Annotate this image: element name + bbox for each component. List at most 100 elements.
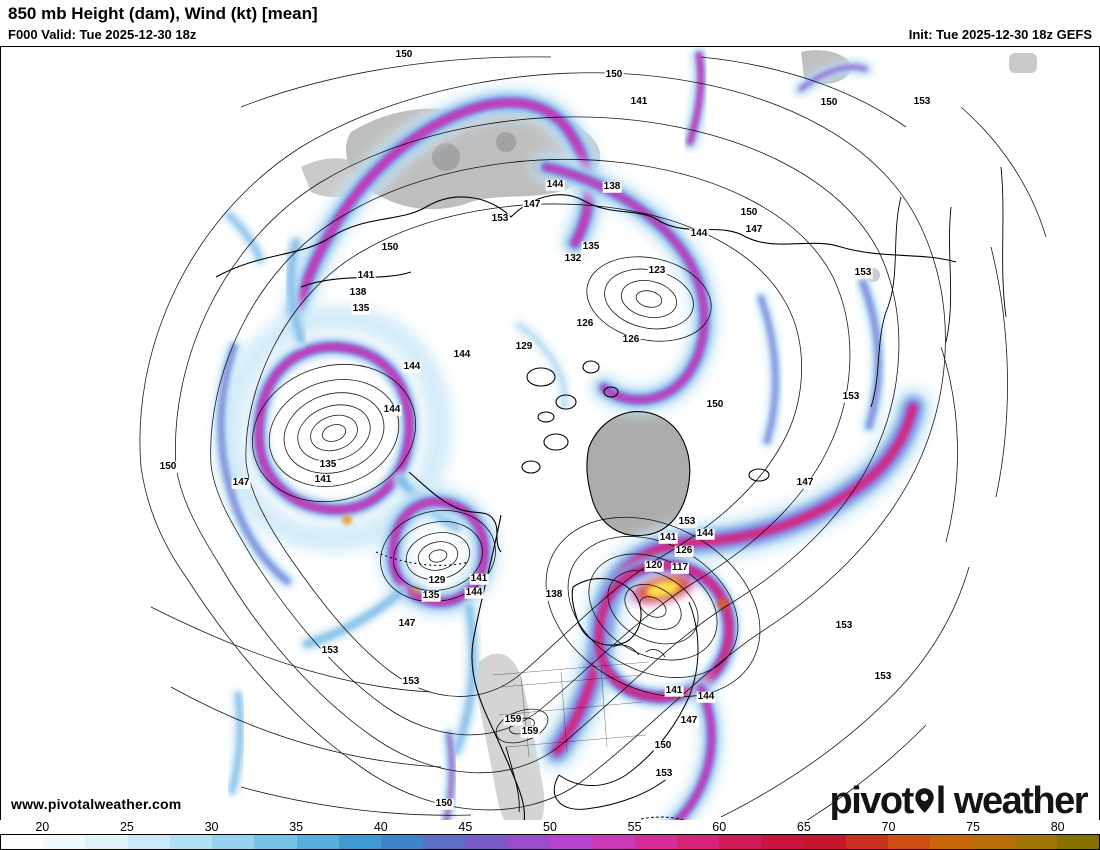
colorbar-segment xyxy=(381,835,424,849)
contour-label: 126 xyxy=(674,544,694,557)
contour-label: 135 xyxy=(318,458,338,471)
contour-label: 132 xyxy=(563,252,583,265)
colorbar-segment xyxy=(169,835,213,849)
colorbar-segment xyxy=(592,835,635,849)
contour-label: 120 xyxy=(644,559,664,572)
contour-label: 150 xyxy=(653,739,673,752)
colorbar-tick-label: 80 xyxy=(1050,820,1065,834)
contour-label: 153 xyxy=(490,212,510,225)
contour-label: 144 xyxy=(689,227,709,240)
contour-label: 147 xyxy=(679,714,699,727)
colorbar-segment xyxy=(85,835,128,849)
colorbar xyxy=(0,834,1100,850)
contour-label: 138 xyxy=(602,180,622,193)
header-row: F000 Valid: Tue 2025-12-30 18z Init: Tue… xyxy=(0,27,1100,46)
colorbar-tick-label: 25 xyxy=(119,820,134,834)
contour-label: 126 xyxy=(575,317,595,330)
colorbar-segment xyxy=(423,835,466,849)
contour-label: 129 xyxy=(514,340,534,353)
contour-label: 150 xyxy=(380,241,400,254)
contour-label: 141 xyxy=(658,531,678,544)
colorbar-segment xyxy=(465,835,508,849)
colorbar-segment xyxy=(845,835,888,849)
weather-map-svg xyxy=(139,47,1047,820)
contour-label: 123 xyxy=(647,264,667,277)
pivotal-weather-logo: pivot l weather xyxy=(829,780,1089,822)
map-area: 150 150 141 150 153 144 138 147 153 135 132 150 147 1… xyxy=(0,46,1100,821)
colorbar-segment xyxy=(887,835,931,849)
colorbar-segment xyxy=(676,835,719,849)
contour-label: 147 xyxy=(231,476,251,489)
colorbar-tick-label: 40 xyxy=(373,820,388,834)
colorbar-ticks: 20 25 30 35 40 45 50 55 60 65 70 75 80 xyxy=(0,820,1100,834)
colorbar-tick-label: 70 xyxy=(881,820,896,834)
colorbar-segment xyxy=(254,835,297,849)
contour-label: 144 xyxy=(545,178,565,191)
contour-label: 159 xyxy=(503,713,523,726)
colorbar-segment xyxy=(972,835,1015,849)
colorbar-segment xyxy=(127,835,170,849)
colorbar-tick-label: 20 xyxy=(35,820,50,834)
contour-label: 153 xyxy=(654,767,674,780)
colorbar-segment xyxy=(43,835,86,849)
contour-label: 147 xyxy=(522,198,542,211)
contour-label: 138 xyxy=(544,588,564,601)
contour-label: 138 xyxy=(348,286,368,299)
colorbar-segment xyxy=(212,835,255,849)
colorbar-tick-label: 35 xyxy=(289,820,304,834)
contour-label: 153 xyxy=(677,515,697,528)
height-contour-layer xyxy=(139,56,1047,820)
contour-label: 144 xyxy=(696,690,716,703)
contour-label: 141 xyxy=(469,572,489,585)
contour-label: 153 xyxy=(834,619,854,632)
colorbar-segment xyxy=(338,835,382,849)
colorbar-segment xyxy=(296,835,339,849)
contour-label: 153 xyxy=(320,644,340,657)
contour-label: 141 xyxy=(629,95,649,108)
colorbar-tick-label: 50 xyxy=(543,820,557,834)
logo-text-right: l weather xyxy=(935,780,1089,822)
contour-label: 144 xyxy=(402,360,422,373)
contour-label: 150 xyxy=(434,797,454,810)
colorbar-segment xyxy=(550,835,593,849)
contour-label: 135 xyxy=(421,589,441,602)
map-title: 850 mb Height (dam), Wind (kt) [mean] xyxy=(8,3,318,23)
colorbar-tick-label: 55 xyxy=(627,820,642,834)
contour-label: 150 xyxy=(604,68,624,81)
contour-label: 147 xyxy=(744,223,764,236)
colorbar-segment xyxy=(1,835,44,849)
contour-label: 153 xyxy=(912,95,932,108)
colorbar-segment xyxy=(507,835,551,849)
contour-label: 153 xyxy=(873,670,893,683)
contour-label: 153 xyxy=(841,390,861,403)
colorbar-segment xyxy=(1056,835,1100,849)
colorbar-tick-label: 30 xyxy=(204,820,219,834)
colorbar-segment xyxy=(1014,835,1057,849)
contour-label: 147 xyxy=(795,476,815,489)
contour-label: 144 xyxy=(695,527,715,540)
state-borders xyxy=(492,661,650,758)
colorbar-tick-label: 75 xyxy=(966,820,981,834)
contour-label: 150 xyxy=(158,460,178,473)
contour-label: 147 xyxy=(397,617,417,630)
colorbar-tick-label: 65 xyxy=(796,820,811,834)
contour-label: 150 xyxy=(739,206,759,219)
contour-label: 150 xyxy=(394,48,414,61)
valid-time: F000 Valid: Tue 2025-12-30 18z xyxy=(8,27,197,42)
contour-label: 150 xyxy=(705,398,725,411)
colorbar-tick-label: 45 xyxy=(458,820,473,834)
contour-label: 153 xyxy=(853,266,873,279)
contour-label: 129 xyxy=(427,574,447,587)
logo-text-left: pivot xyxy=(829,780,914,822)
colorbar-segment xyxy=(718,835,762,849)
colorbar-tick-label: 60 xyxy=(712,820,727,834)
contour-label: 126 xyxy=(621,333,641,346)
contour-label: 141 xyxy=(356,269,376,282)
contour-label: 144 xyxy=(382,403,402,416)
contour-label: 135 xyxy=(581,240,601,253)
contour-label: 117 xyxy=(670,561,690,574)
wind-speed-layer xyxy=(221,55,913,820)
website-url: www.pivotalweather.com xyxy=(11,796,182,812)
contour-label: 144 xyxy=(464,586,484,599)
